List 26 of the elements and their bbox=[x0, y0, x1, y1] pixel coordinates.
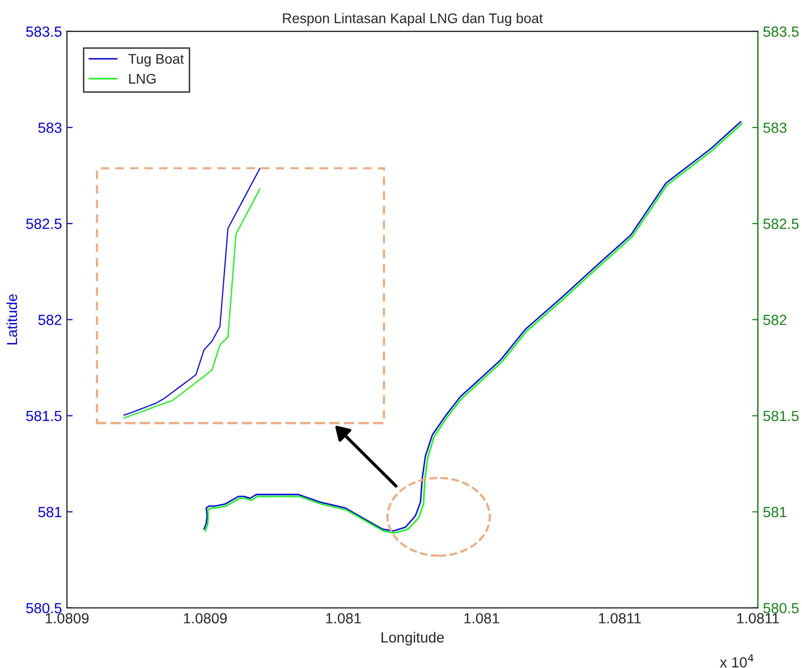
legend-label: Tug Boat bbox=[128, 54, 184, 67]
x-tick-label: 1.081 bbox=[464, 613, 500, 624]
text: x 10$^{4}$ bbox=[720, 654, 754, 668]
y-tick-label: 581.5 bbox=[26, 410, 62, 422]
y-tick-label: 583.5 bbox=[26, 26, 62, 37]
y-tick-label: 580.5 bbox=[26, 602, 62, 614]
x-tick-label: 1.0809 bbox=[184, 613, 227, 624]
y2-tick-label: 582 bbox=[763, 314, 786, 326]
y2-tick-label: 583 bbox=[763, 122, 786, 133]
x-tick-label: 1.0811 bbox=[599, 613, 641, 624]
y2-tick-label: 583.5 bbox=[763, 26, 799, 37]
y-tick-label: 582 bbox=[38, 314, 62, 326]
y2-tick-label: 581 bbox=[763, 506, 786, 518]
x-axis-title: Longitude bbox=[382, 632, 444, 646]
y-tick-label: 582.5 bbox=[26, 218, 62, 229]
y2-tick-label: 581.5 bbox=[763, 410, 799, 422]
y2-tick-label: 582.5 bbox=[763, 218, 799, 229]
x-tick-label: 1.0809 bbox=[46, 613, 89, 624]
x-tick-label: 1.081 bbox=[326, 613, 361, 624]
legend-label: LNG bbox=[129, 74, 156, 84]
chart-title: Respon Lintasan Kapal LNG dan Tug boat bbox=[283, 13, 543, 26]
x-tick-label: 1.0811 bbox=[737, 613, 779, 624]
y-axis-title: Latitude bbox=[6, 294, 18, 344]
y2-tick-label: 580.5 bbox=[763, 602, 799, 614]
y-tick-label: 583 bbox=[38, 122, 62, 133]
y-tick-label: 581 bbox=[38, 506, 62, 518]
